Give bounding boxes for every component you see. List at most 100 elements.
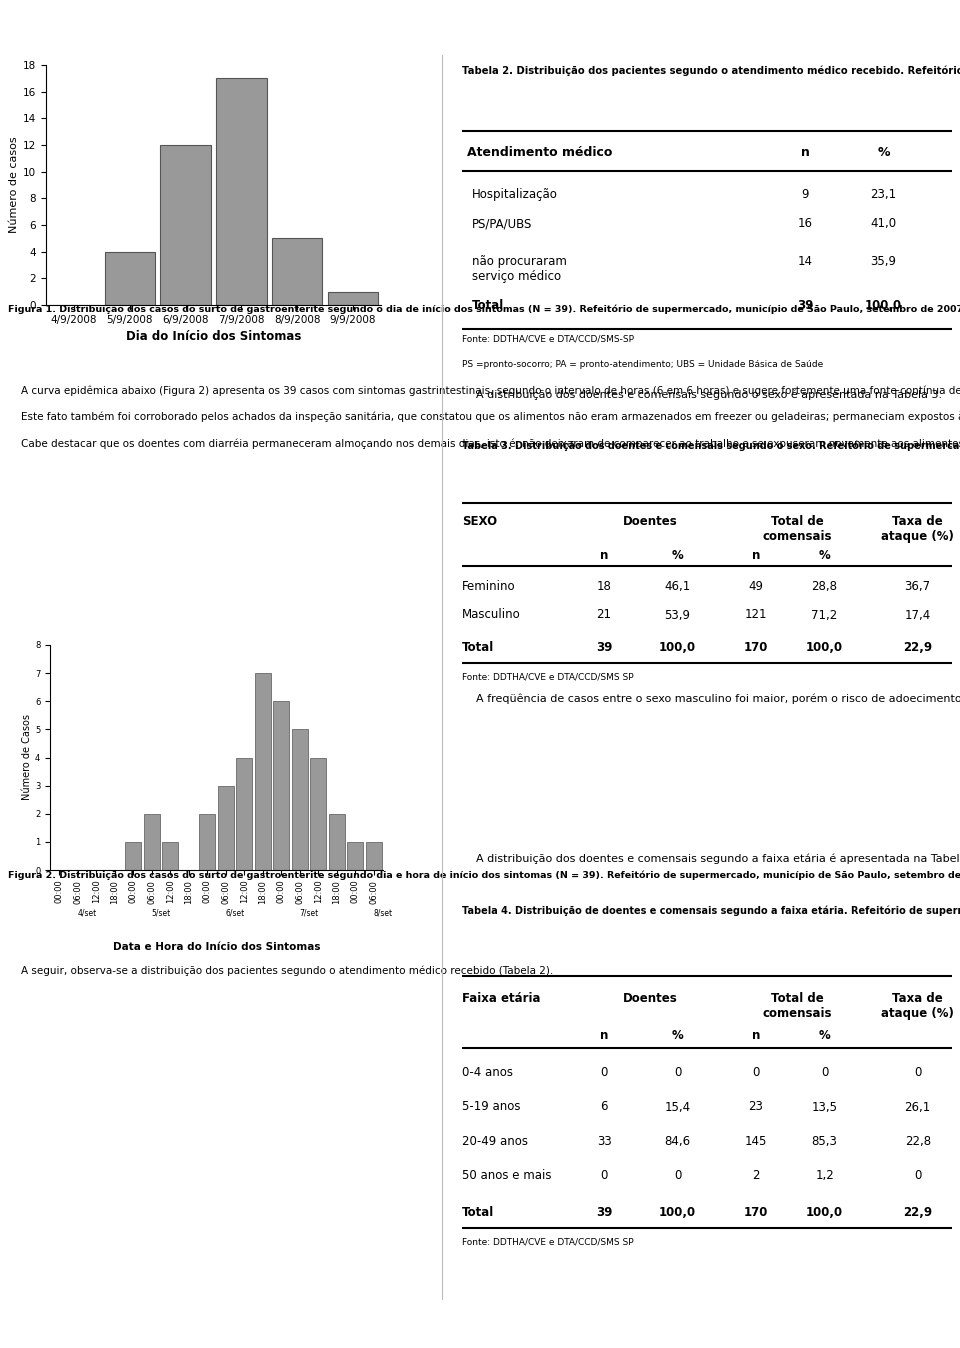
Text: 71,2: 71,2 [811, 608, 838, 621]
Text: Fonte: DDTHA/CVE e DTA/CCD/SMS SP: Fonte: DDTHA/CVE e DTA/CCD/SMS SP [462, 1237, 634, 1247]
Text: Boletim Epidemiológico Paulista: Boletim Epidemiológico Paulista [427, 19, 764, 36]
Text: 36,7: 36,7 [904, 580, 931, 593]
Text: Doentes: Doentes [623, 515, 678, 528]
Text: 0: 0 [914, 1170, 922, 1182]
Bar [160, 146, 210, 305]
Text: Total de
comensais: Total de comensais [763, 992, 832, 1020]
X-axis label: Dia do Início dos Sintomas: Dia do Início dos Sintomas [126, 330, 301, 344]
Text: 33: 33 [597, 1135, 612, 1148]
Bar [144, 814, 160, 869]
Bar [273, 701, 289, 869]
Text: 46,1: 46,1 [664, 580, 691, 593]
Text: Coordenadoria de Controle de Doenças: Coordenadoria de Controle de Doenças [313, 1317, 647, 1332]
Text: não procuraram
serviço médico: não procuraram serviço médico [471, 255, 566, 283]
Text: página 7: página 7 [881, 1317, 946, 1330]
Text: 0: 0 [753, 1066, 759, 1078]
Text: 39: 39 [596, 640, 612, 654]
Text: 22,9: 22,9 [903, 1206, 932, 1220]
Text: Total: Total [462, 1206, 494, 1220]
Text: A freqüência de casos entre o sexo masculino foi maior, porém o risco de adoecim: A freqüência de casos entre o sexo mascu… [462, 693, 960, 704]
Text: 145: 145 [745, 1135, 767, 1148]
Text: Masculino: Masculino [462, 608, 520, 621]
Text: 100,0: 100,0 [659, 640, 696, 654]
Text: Fonte: DDTHA/CVE e DTA/CCD/SMS SP: Fonte: DDTHA/CVE e DTA/CCD/SMS SP [462, 673, 634, 682]
Bar [218, 786, 234, 869]
Bar [366, 842, 382, 869]
Bar [199, 814, 215, 869]
Bar [236, 758, 252, 869]
Text: SEXO: SEXO [462, 515, 497, 528]
Text: Hospitalização: Hospitalização [471, 187, 558, 201]
Text: Total: Total [471, 299, 504, 313]
Bar [216, 78, 267, 305]
Bar [328, 291, 378, 305]
Text: 20-49 anos: 20-49 anos [462, 1135, 528, 1148]
Text: %: % [819, 1029, 830, 1042]
Text: 7/set: 7/set [300, 909, 319, 918]
Text: 100,0: 100,0 [806, 640, 843, 654]
Text: BEPA: BEPA [365, 13, 444, 42]
Text: 23: 23 [749, 1100, 763, 1113]
Text: Volume 5   Nº 51: Volume 5 Nº 51 [16, 20, 147, 35]
Text: Doentes: Doentes [623, 992, 678, 1004]
Text: PS/PA/UBS: PS/PA/UBS [471, 217, 532, 231]
Text: 4/set: 4/set [78, 909, 97, 918]
Text: 100,0: 100,0 [865, 299, 902, 313]
Y-axis label: Número de casos: Número de casos [9, 136, 19, 233]
Bar [328, 814, 345, 869]
Text: 5-19 anos: 5-19 anos [462, 1100, 520, 1113]
Text: n: n [801, 146, 809, 159]
Text: Tabela 2. Distribuição dos pacientes segundo o atendimento médico recebido. Refe: Tabela 2. Distribuição dos pacientes seg… [462, 65, 960, 75]
Text: A distribuição dos doentes e comensais segundo a faixa etária é apresentada na T: A distribuição dos doentes e comensais s… [462, 853, 960, 864]
Text: 8/set: 8/set [373, 909, 393, 918]
Text: 15,4: 15,4 [664, 1100, 690, 1113]
Text: 39: 39 [596, 1206, 612, 1220]
Text: A seguir, observa-se a distribuição dos pacientes segundo o atendimento médico r: A seguir, observa-se a distribuição dos … [8, 965, 553, 976]
Text: 53,9: 53,9 [664, 608, 690, 621]
Text: 84,6: 84,6 [664, 1135, 690, 1148]
Text: 49: 49 [749, 580, 763, 593]
Text: 50 anos e mais: 50 anos e mais [462, 1170, 551, 1182]
Text: n: n [752, 1029, 760, 1042]
Text: 35,9: 35,9 [871, 255, 897, 268]
Bar [105, 252, 155, 305]
Text: 100,0: 100,0 [659, 1206, 696, 1220]
Text: ISSN 1806-423-X: ISSN 1806-423-X [816, 20, 946, 35]
Text: PS =pronto-socorro; PA = pronto-atendimento; UBS = Unidade Básica de Saúde: PS =pronto-socorro; PA = pronto-atendime… [462, 360, 824, 369]
Text: %: % [877, 146, 890, 159]
Text: fevereiro/2008: fevereiro/2008 [16, 1317, 127, 1330]
Text: 0: 0 [600, 1170, 608, 1182]
Text: 170: 170 [744, 640, 768, 654]
Text: 14: 14 [798, 255, 812, 268]
Text: 23,1: 23,1 [871, 187, 897, 201]
Text: 6/set: 6/set [226, 909, 245, 918]
Bar [162, 842, 179, 869]
Text: 21: 21 [596, 608, 612, 621]
Text: Tabela 4. Distribuição de doentes e comensais segundo a faixa etária. Refeitório: Tabela 4. Distribuição de doentes e come… [462, 905, 960, 915]
Y-axis label: Número de Casos: Número de Casos [22, 714, 32, 801]
Text: Figura 1. Distribuição dos casos do surto de gastroenterite segundo o dia de iní: Figura 1. Distribuição dos casos do surt… [8, 305, 960, 314]
Text: Taxa de
ataque (%): Taxa de ataque (%) [881, 992, 954, 1020]
Text: 28,8: 28,8 [811, 580, 837, 593]
Text: 6: 6 [600, 1100, 608, 1113]
Text: n: n [752, 549, 760, 562]
Text: Atendimento médico: Atendimento médico [467, 146, 612, 159]
Text: %: % [672, 1029, 684, 1042]
Text: 17,4: 17,4 [904, 608, 931, 621]
Bar [310, 758, 326, 869]
Text: Taxa de
ataque (%): Taxa de ataque (%) [881, 515, 954, 543]
Text: 0-4 anos: 0-4 anos [462, 1066, 513, 1078]
Text: 18: 18 [597, 580, 612, 593]
X-axis label: Data e Hora do Início dos Sintomas: Data e Hora do Início dos Sintomas [112, 942, 321, 953]
Text: 85,3: 85,3 [811, 1135, 837, 1148]
Text: Tabela 3. Distribuição dos doentes e comensais segundo o sexo. Refeitório de sup: Tabela 3. Distribuição dos doentes e com… [462, 439, 960, 450]
Text: 1,2: 1,2 [815, 1170, 834, 1182]
Text: Feminino: Feminino [462, 580, 516, 593]
Text: 22,9: 22,9 [903, 640, 932, 654]
Text: 100,0: 100,0 [806, 1206, 843, 1220]
Text: Total de
comensais: Total de comensais [763, 515, 832, 543]
Text: 121: 121 [745, 608, 767, 621]
Text: 170: 170 [744, 1206, 768, 1220]
Text: 9: 9 [802, 187, 808, 201]
Text: n: n [600, 549, 609, 562]
